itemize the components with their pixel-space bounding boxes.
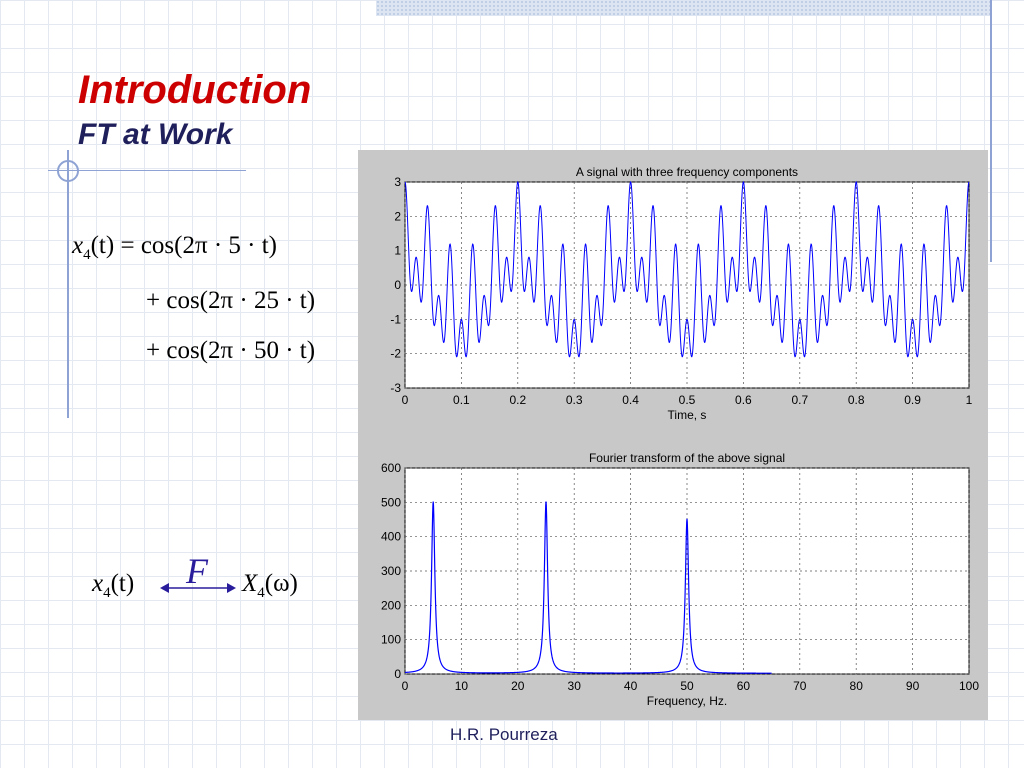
chart-title: Fourier transform of the above signal [589, 451, 785, 465]
y-tick-label: -2 [390, 347, 401, 361]
pair-arg: (ω) [264, 570, 298, 597]
signal-series-line [404, 180, 970, 358]
x-tick-label: 70 [793, 679, 807, 693]
y-tick-label: -3 [390, 381, 401, 395]
pair-sub: 4 [257, 585, 265, 601]
x-tick-label: 0.4 [622, 393, 639, 407]
transform-pair-right: X4(ω) [242, 570, 298, 602]
eq-rhs: = cos(2π · 5 · t) [120, 232, 278, 259]
x-tick-label: 60 [737, 679, 751, 693]
fourier-symbol: F [186, 551, 208, 591]
chart-title: A signal with three frequency components [576, 165, 798, 179]
x-tick-label: 0.6 [735, 393, 752, 407]
y-tick-label: 3 [394, 175, 401, 189]
x-tick-label: 30 [568, 679, 582, 693]
y-tick-label: 300 [381, 564, 401, 578]
x-tick-label: 50 [680, 679, 694, 693]
y-tick-label: -1 [390, 312, 401, 326]
x-tick-label: 10 [455, 679, 469, 693]
y-tick-label: 200 [381, 598, 401, 612]
x-tick-label: 80 [850, 679, 864, 693]
matlab-figure: 0 0.1 0.2 0.3 0.4 0.5 0.6 0.7 0.8 0.9 13210-1-2-3A… [358, 150, 988, 720]
x-tick-label: 0 [402, 393, 409, 407]
y-tick-label: 1 [394, 244, 401, 258]
x-tick-label: 40 [624, 679, 638, 693]
x-axis-label: Frequency, Hz. [647, 694, 727, 708]
eq-var: x [72, 232, 84, 259]
y-tick-label: 600 [381, 461, 401, 475]
top-decor-band [376, 0, 992, 16]
x-tick-label: 0.5 [679, 393, 696, 407]
x-tick-label: 0.9 [904, 393, 921, 407]
x-tick-label: 90 [906, 679, 920, 693]
double-arrow-icon [160, 583, 236, 593]
x-tick-label: 20 [511, 679, 525, 693]
right-decor-line [990, 0, 992, 262]
y-tick-label: 100 [381, 633, 401, 647]
pair-var: x [92, 570, 104, 597]
equation-line-2: + cos(2π · 25 · t) [146, 287, 316, 314]
decor-ring [57, 160, 79, 182]
x-axis-label: Time, s [668, 408, 707, 422]
title-underline [48, 170, 246, 171]
spectrum-series-line [404, 501, 772, 674]
left-decor-line [67, 150, 69, 418]
x-tick-label: 0.2 [509, 393, 526, 407]
slide-title: Introduction [78, 68, 312, 112]
y-tick-label: 500 [381, 495, 401, 509]
y-tick-label: 0 [394, 278, 401, 292]
pair-sub: 4 [103, 585, 111, 601]
y-tick-label: 2 [394, 209, 401, 223]
equation-line-3: + cos(2π · 50 · t) [146, 337, 316, 364]
x-tick-label: 0.3 [566, 393, 583, 407]
x-tick-label: 0.1 [453, 393, 470, 407]
x-tick-label: 0 [402, 679, 409, 693]
eq-arg: (t) [90, 232, 115, 259]
pair-arg: (t) [110, 570, 135, 597]
footer-author: H.R. Pourreza [450, 725, 558, 744]
equation-line-1: x4(t) = cos(2π · 5 · t) [72, 232, 277, 264]
pair-var: X [242, 570, 258, 597]
x-tick-label: 0.8 [848, 393, 865, 407]
y-tick-label: 400 [381, 530, 401, 544]
slide-subtitle: FT at Work [78, 118, 233, 151]
x-tick-label: 100 [959, 679, 979, 693]
x-tick-label: 1 [966, 393, 973, 407]
transform-pair-left: x4(t) [92, 570, 134, 602]
eq-sub: 4 [83, 247, 91, 263]
y-tick-label: 0 [394, 667, 401, 681]
x-tick-label: 0.7 [791, 393, 808, 407]
